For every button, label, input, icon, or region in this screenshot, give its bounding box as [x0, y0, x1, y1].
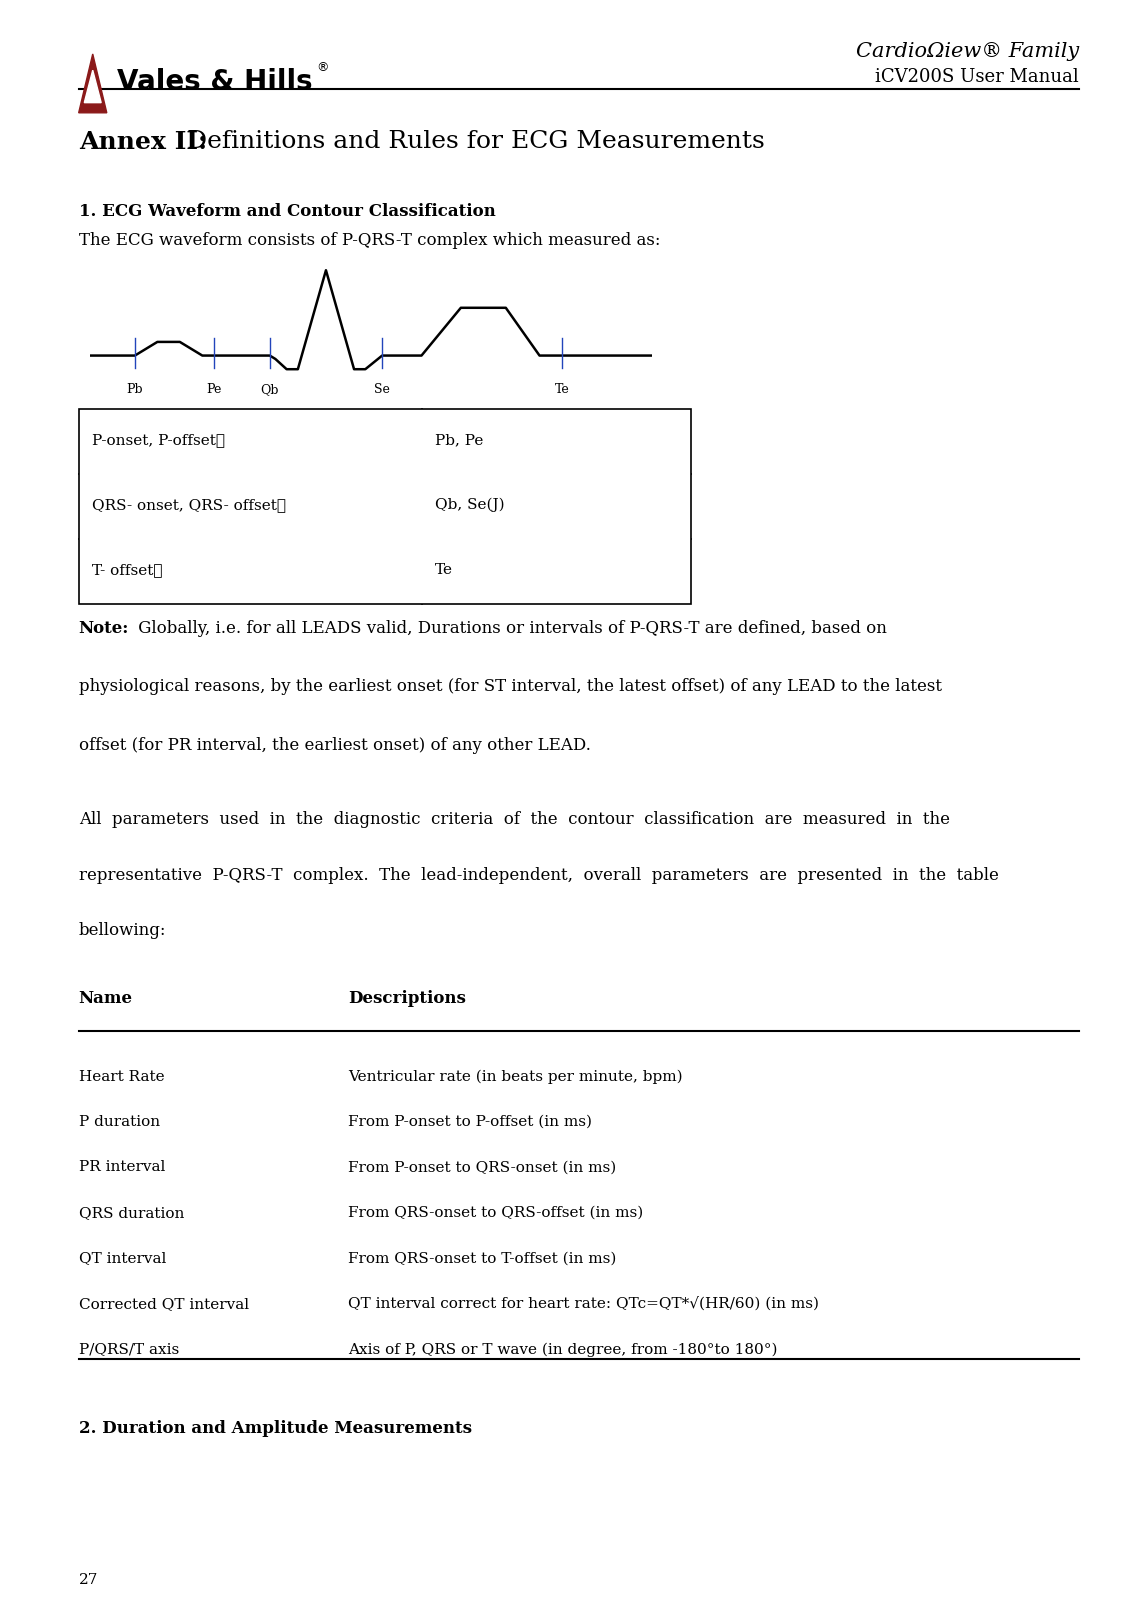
Text: P-onset, P-offset：: P-onset, P-offset： — [92, 433, 225, 448]
Text: bellowing:: bellowing: — [79, 922, 166, 938]
Text: Ventricular rate (in beats per minute, bpm): Ventricular rate (in beats per minute, b… — [348, 1070, 683, 1084]
Text: representative  P-QRS-T  complex.  The  lead-independent,  overall  parameters  : representative P-QRS-T complex. The lead… — [79, 867, 998, 883]
Text: Corrected QT interval: Corrected QT interval — [79, 1297, 248, 1311]
Text: Annex II:: Annex II: — [79, 130, 207, 154]
Text: Pb: Pb — [127, 383, 143, 396]
Text: P duration: P duration — [79, 1115, 160, 1130]
Text: iCV200S User Manual: iCV200S User Manual — [876, 68, 1079, 86]
Text: P/QRS/T axis: P/QRS/T axis — [79, 1342, 179, 1357]
Text: PR interval: PR interval — [79, 1160, 165, 1175]
Text: QT interval correct for heart rate: QTc=QT*√(HR/60) (in ms): QT interval correct for heart rate: QTc=… — [348, 1297, 819, 1311]
Text: From QRS-onset to T-offset (in ms): From QRS-onset to T-offset (in ms) — [348, 1251, 617, 1266]
Text: From P-onset to QRS-onset (in ms): From P-onset to QRS-onset (in ms) — [348, 1160, 617, 1175]
Text: Te: Te — [554, 383, 570, 396]
Text: Te: Te — [435, 563, 453, 578]
Text: 2. Duration and Amplitude Measurements: 2. Duration and Amplitude Measurements — [79, 1420, 472, 1438]
Text: From P-onset to P-offset (in ms): From P-onset to P-offset (in ms) — [348, 1115, 592, 1130]
Text: Se: Se — [374, 383, 390, 396]
Text: QRS duration: QRS duration — [79, 1206, 184, 1220]
Text: Descriptions: Descriptions — [348, 990, 466, 1006]
Text: Definitions and Rules for ECG Measurements: Definitions and Rules for ECG Measuremen… — [179, 130, 764, 153]
Text: ®: ® — [317, 62, 329, 75]
Bar — [79, 409, 691, 604]
Text: 1. ECG Waveform and Contour Classification: 1. ECG Waveform and Contour Classificati… — [79, 203, 496, 219]
Text: offset (for PR interval, the earliest onset) of any other LEAD.: offset (for PR interval, the earliest on… — [79, 737, 590, 753]
Text: Globally, i.e. for all LEADS valid, Durations or intervals of P-QRS-T are define: Globally, i.e. for all LEADS valid, Dura… — [133, 620, 887, 636]
Polygon shape — [79, 54, 107, 114]
Text: CardioΩiew® Family: CardioΩiew® Family — [855, 42, 1079, 62]
Text: Axis of P, QRS or T wave (in degree, from -180°to 180°): Axis of P, QRS or T wave (in degree, fro… — [348, 1342, 778, 1357]
Text: physiological reasons, by the earliest onset (for ST interval, the latest offset: physiological reasons, by the earliest o… — [79, 678, 942, 695]
Text: Heart Rate: Heart Rate — [79, 1070, 164, 1084]
Text: QRS- onset, QRS- offset：: QRS- onset, QRS- offset： — [92, 498, 287, 513]
Text: Pb, Pe: Pb, Pe — [435, 433, 483, 448]
Text: The ECG waveform consists of P-QRS-T complex which measured as:: The ECG waveform consists of P-QRS-T com… — [79, 232, 660, 248]
Text: From QRS-onset to QRS-offset (in ms): From QRS-onset to QRS-offset (in ms) — [348, 1206, 644, 1220]
Text: Name: Name — [79, 990, 133, 1006]
Text: Vales & Hills: Vales & Hills — [117, 68, 312, 96]
Text: Pe: Pe — [206, 383, 221, 396]
Text: Note:: Note: — [79, 620, 129, 636]
Text: Qb: Qb — [261, 383, 279, 396]
Text: Qb, Se(J): Qb, Se(J) — [435, 498, 505, 513]
Polygon shape — [84, 70, 101, 102]
Text: QT interval: QT interval — [79, 1251, 166, 1266]
Text: T- offset：: T- offset： — [92, 563, 163, 578]
Text: 27: 27 — [79, 1573, 98, 1587]
Text: All  parameters  used  in  the  diagnostic  criteria  of  the  contour  classifi: All parameters used in the diagnostic cr… — [79, 812, 950, 828]
